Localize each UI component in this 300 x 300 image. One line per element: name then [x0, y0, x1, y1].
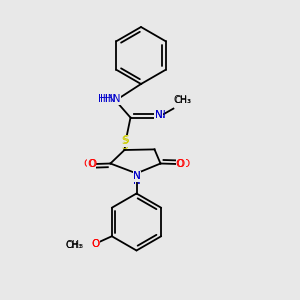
Text: S: S	[123, 135, 129, 145]
Text: O: O	[91, 239, 99, 249]
Text: HN: HN	[105, 94, 121, 104]
Text: CH₃: CH₃	[66, 241, 83, 250]
Text: HN: HN	[98, 94, 113, 104]
Text: HN: HN	[100, 94, 116, 104]
Text: O: O	[91, 239, 99, 249]
Text: CH₃: CH₃	[175, 96, 191, 105]
Text: N: N	[133, 176, 141, 186]
Text: CH₃: CH₃	[66, 240, 84, 250]
Text: N: N	[158, 110, 166, 121]
Text: S: S	[122, 141, 128, 151]
Text: N: N	[133, 171, 141, 182]
Text: O: O	[177, 159, 185, 169]
Text: O: O	[91, 239, 99, 249]
Text: O: O	[87, 159, 96, 169]
Text: O: O	[181, 159, 189, 169]
Text: O: O	[83, 159, 92, 169]
Text: S: S	[122, 136, 128, 146]
Text: N: N	[154, 110, 162, 121]
Text: N: N	[155, 110, 163, 121]
Text: O: O	[176, 159, 184, 169]
Text: CH₃: CH₃	[174, 95, 192, 105]
Text: O: O	[88, 159, 97, 169]
Text: N: N	[133, 171, 140, 181]
